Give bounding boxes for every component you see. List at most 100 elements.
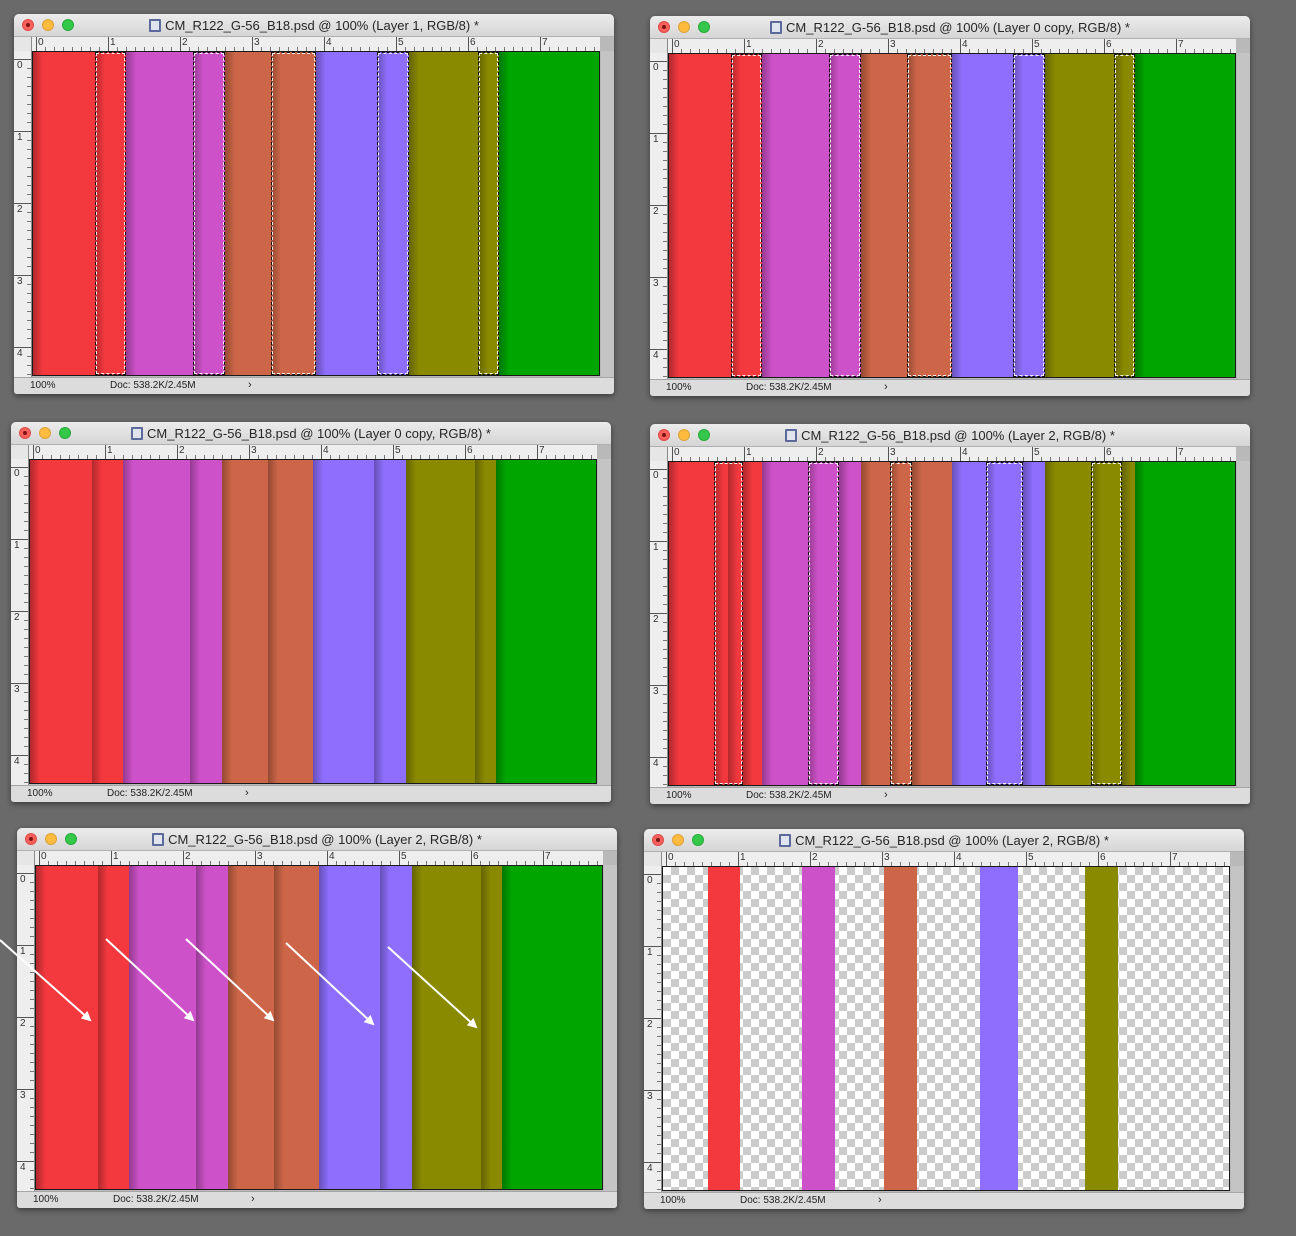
ruler-minor-tick [312,455,313,459]
title-bar[interactable]: CM_R122_G-56_B18.psd @ 100% (Layer 1, RG… [14,14,614,37]
horizontal-ruler[interactable]: 0 1 2 3 4 5 6 7 [668,39,1236,54]
status-menu-chevron-icon[interactable]: › [884,789,888,801]
selection-marquee[interactable] [985,462,1023,785]
zoom-level[interactable]: 100% [33,1194,59,1205]
ruler-origin[interactable] [644,852,662,867]
selection-marquee[interactable] [477,52,499,375]
vertical-scrollbar[interactable] [1237,53,1250,379]
minimize-button[interactable] [678,429,690,441]
image-canvas[interactable] [32,51,600,376]
zoom-button[interactable] [59,427,71,439]
close-button[interactable] [25,833,37,845]
status-menu-chevron-icon[interactable]: › [248,379,252,391]
title-bar[interactable]: CM_R122_G-56_B18.psd @ 100% (Layer 2, RG… [644,829,1244,852]
ruler-tick [1176,447,1177,461]
selection-marquee[interactable] [714,462,743,785]
selection-marquee[interactable] [1012,54,1045,377]
title-bar[interactable]: CM_R122_G-56_B18.psd @ 100% (Layer 2, RG… [17,828,617,851]
minimize-button[interactable] [42,19,54,31]
ruler-minor-tick [261,47,262,51]
vertical-ruler[interactable]: 0 1 2 3 4 [14,51,32,377]
vertical-ruler[interactable]: 0 1 2 3 4 [650,461,668,787]
image-canvas[interactable] [29,459,597,784]
vertical-ruler[interactable]: 0 1 2 3 4 [11,459,29,785]
horizontal-ruler[interactable]: 0 1 2 3 4 5 6 7 [29,445,597,460]
ruler-minor-tick [474,455,475,459]
title-bar[interactable]: CM_R122_G-56_B18.psd @ 100% (Layer 0 cop… [650,16,1250,39]
zoom-button[interactable] [62,19,74,31]
ruler-minor-tick [27,230,31,231]
close-button[interactable] [658,429,670,441]
vertical-scrollbar[interactable] [604,865,617,1191]
minimize-button[interactable] [45,833,57,845]
horizontal-ruler[interactable]: 0 1 2 3 4 5 6 7 [35,851,603,866]
status-menu-chevron-icon[interactable]: › [878,1194,882,1206]
title-bar[interactable]: CM_R122_G-56_B18.psd @ 100% (Layer 0 cop… [11,422,611,445]
vertical-scrollbar[interactable] [598,459,611,785]
zoom-button[interactable] [65,833,77,845]
status-menu-chevron-icon[interactable]: › [245,787,249,799]
ruler-origin[interactable] [14,37,32,52]
ruler-tick [14,347,31,348]
selection-marquee[interactable] [270,52,316,375]
status-menu-chevron-icon[interactable]: › [251,1193,255,1205]
ruler-minor-tick [879,49,880,53]
ruler-minor-tick [30,909,34,910]
ruler-minor-tick [24,503,28,504]
selection-marquee[interactable] [731,54,763,377]
ruler-minor-tick [663,622,667,623]
selection-marquee[interactable] [376,52,409,375]
close-button[interactable] [658,21,670,33]
zoom-button[interactable] [698,429,710,441]
minimize-button[interactable] [678,21,690,33]
zoom-button[interactable] [698,21,710,33]
ruler-minor-tick [663,358,667,359]
minimize-button[interactable] [39,427,51,439]
vertical-ruler[interactable]: 0 1 2 3 4 [17,865,35,1191]
ruler-minor-tick [1149,457,1150,461]
vertical-ruler[interactable]: 0 1 2 3 4 [644,866,662,1192]
zoom-level[interactable]: 100% [666,790,692,801]
zoom-button[interactable] [692,834,704,846]
close-button[interactable] [19,427,31,439]
status-menu-chevron-icon[interactable]: › [884,381,888,393]
ruler-origin[interactable] [650,447,668,462]
vertical-scrollbar[interactable] [1237,461,1250,787]
close-button[interactable] [652,834,664,846]
minimize-button[interactable] [672,834,684,846]
selection-marquee[interactable] [906,54,952,377]
close-button[interactable] [22,19,34,31]
selection-marquee[interactable] [95,52,127,375]
ruler-minor-tick [279,47,280,51]
selection-marquee[interactable] [1113,54,1135,377]
selection-marquee[interactable] [1090,462,1122,785]
vertical-scrollbar[interactable] [1231,866,1244,1192]
horizontal-ruler[interactable]: 0 1 2 3 4 5 6 7 [32,37,600,52]
image-canvas[interactable] [35,865,603,1190]
zoom-level[interactable]: 100% [30,380,56,391]
zoom-level[interactable]: 100% [666,382,692,393]
selection-marquee[interactable] [889,462,913,785]
image-canvas[interactable] [662,866,1230,1191]
zoom-level[interactable]: 100% [27,788,53,799]
title-bar[interactable]: CM_R122_G-56_B18.psd @ 100% (Layer 2, RG… [650,424,1250,447]
horizontal-ruler[interactable]: 0 1 2 3 4 5 6 7 [668,447,1236,462]
selection-marquee[interactable] [828,54,862,377]
horizontal-ruler[interactable]: 0 1 2 3 4 5 6 7 [662,852,1230,867]
ruler-label: 1 [107,445,113,456]
image-canvas[interactable] [668,461,1236,786]
vertical-ruler[interactable]: 0 1 2 3 4 [650,53,668,379]
vertical-scrollbar[interactable] [601,51,614,377]
ruler-label: 0 [674,447,680,458]
zoom-level[interactable]: 100% [660,1195,686,1206]
ruler-minor-tick [1203,49,1204,53]
selection-marquee[interactable] [192,52,226,375]
ruler-origin[interactable] [17,851,35,866]
image-canvas[interactable] [668,53,1236,378]
ruler-minor-tick [996,457,997,461]
ruler-origin[interactable] [11,445,29,460]
selection-marquee[interactable] [807,462,839,785]
ruler-minor-tick [30,1098,34,1099]
ruler-origin[interactable] [650,39,668,54]
ruler-label: 2 [818,39,824,50]
